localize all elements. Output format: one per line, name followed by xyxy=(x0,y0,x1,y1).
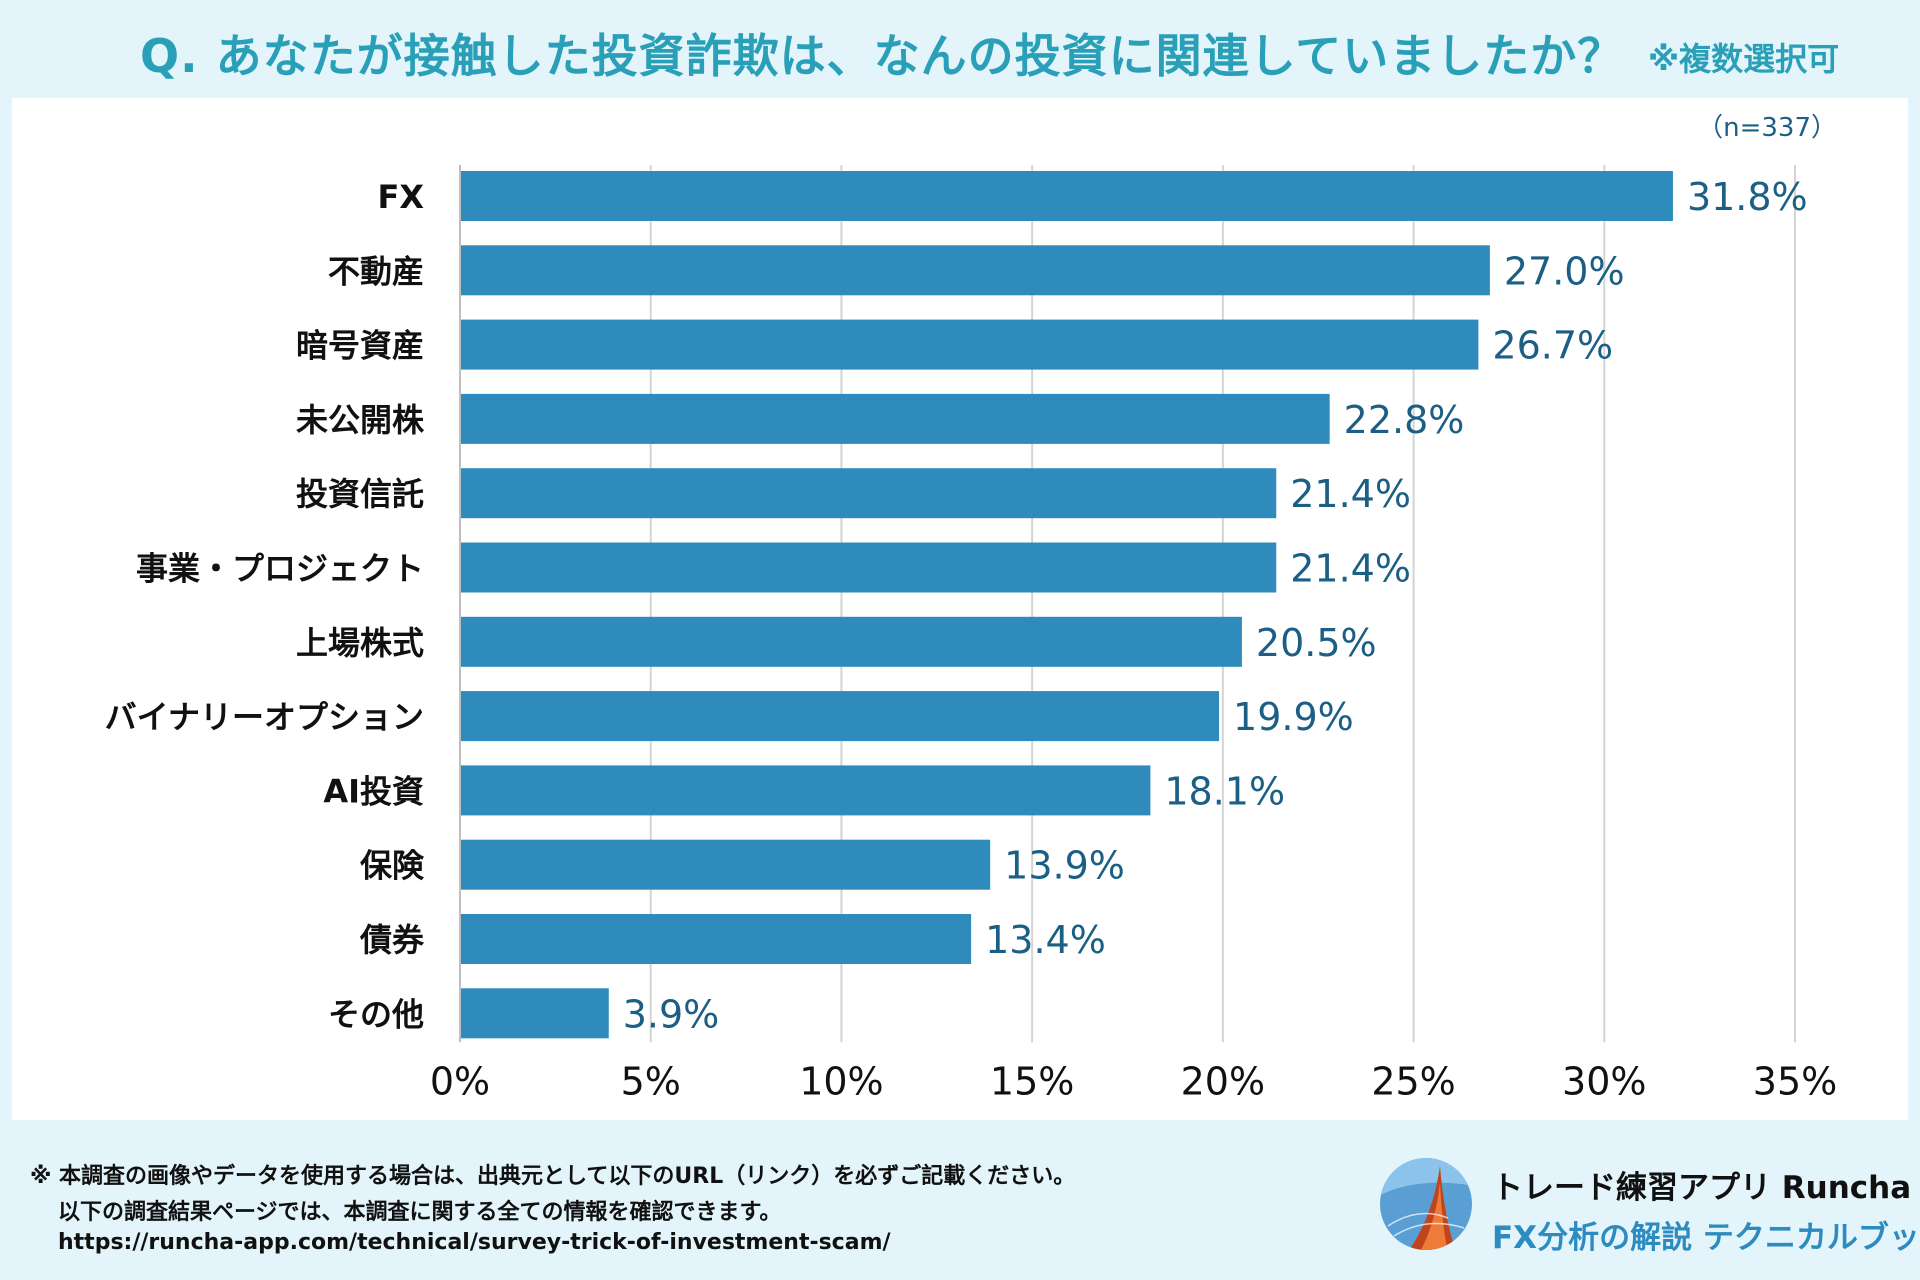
brand-subtitle: FX分析の解説 テクニカルブック xyxy=(1492,1220,1920,1256)
category-label: AI投資 xyxy=(323,772,424,810)
value-label: 18.1% xyxy=(1164,769,1285,813)
bar-5 xyxy=(460,468,1277,519)
bar-7 xyxy=(460,616,1242,667)
x-tick-label: 20% xyxy=(1181,1059,1265,1103)
category-label: 未公開株 xyxy=(296,401,425,439)
value-label: 22.8% xyxy=(1344,398,1465,442)
x-tick-label: 35% xyxy=(1753,1059,1837,1103)
bar-8 xyxy=(460,691,1220,742)
multi-select-note: ※複数選択可 xyxy=(1648,40,1840,78)
bar-10 xyxy=(460,839,991,890)
source-url-link[interactable]: https://runcha-app.com/technical/survey-… xyxy=(58,1230,891,1255)
bar-4 xyxy=(460,393,1330,444)
bar-12 xyxy=(460,988,609,1039)
category-label: バイナリーオプション xyxy=(105,698,424,736)
value-label: 3.9% xyxy=(623,992,720,1036)
category-label: その他 xyxy=(328,995,424,1033)
category-label: 保険 xyxy=(360,847,425,885)
bar-6 xyxy=(460,542,1277,593)
bar-1 xyxy=(460,171,1673,221)
value-label: 13.4% xyxy=(985,918,1106,962)
value-label: 20.5% xyxy=(1256,621,1377,665)
x-tick-label: 0% xyxy=(430,1059,490,1103)
bar-9 xyxy=(460,765,1151,816)
header: Q. あなたが接触した投資詐欺は、なんの投資に関連していましたか？ ※複数選択可 xyxy=(0,0,1920,98)
category-label: 上場株式 xyxy=(296,624,424,662)
category-label: FX xyxy=(377,178,424,216)
value-label: 26.7% xyxy=(1492,324,1613,368)
x-tick-label: 5% xyxy=(621,1059,681,1103)
runcha-logo-icon xyxy=(1378,1156,1474,1252)
category-label: 暗号資産 xyxy=(296,327,424,365)
x-tick-label: 15% xyxy=(990,1059,1074,1103)
category-label: 不動産 xyxy=(328,252,424,290)
footer: ※ 本調査の画像やデータを使用する場合は、出典元として以下のURL（リンク）を必… xyxy=(0,1120,1920,1280)
sample-size-label: （n=337） xyxy=(1697,113,1837,143)
brand-title: トレード練習アプリ Runcha xyxy=(1492,1170,1912,1206)
value-label: 31.8% xyxy=(1687,175,1808,219)
results-notice: 以下の調査結果ページでは、本調査に関する全ての情報を確認できます。 xyxy=(58,1200,782,1225)
bar-3 xyxy=(460,319,1479,370)
category-label: 投資信託 xyxy=(296,475,424,513)
x-tick-label: 10% xyxy=(799,1059,883,1103)
bar-chart: FX 31.8% 不動産 27.0% 暗号資産 26.7% 未公開株 22.8% 投資信託 21.… xyxy=(105,113,1838,1103)
value-label: 21.4% xyxy=(1290,547,1411,591)
bar-2 xyxy=(460,245,1490,296)
value-label: 19.9% xyxy=(1233,695,1354,739)
bar-11 xyxy=(460,914,972,964)
category-label: 債券 xyxy=(359,921,425,959)
value-label: 27.0% xyxy=(1504,249,1625,293)
chart-panel: FX 31.8% 不動産 27.0% 暗号資産 26.7% 未公開株 22.8% 投資信託 21.… xyxy=(12,98,1908,1120)
usage-notice: ※ 本調査の画像やデータを使用する場合は、出典元として以下のURL（リンク）を必… xyxy=(30,1164,1076,1189)
x-tick-label: 25% xyxy=(1371,1059,1455,1103)
question-title: Q. あなたが接触した投資詐欺は、なんの投資に関連していましたか？ xyxy=(140,29,1625,83)
value-label: 13.9% xyxy=(1004,844,1125,888)
category-label: 事業・プロジェクト xyxy=(136,550,424,588)
value-label: 21.4% xyxy=(1290,472,1411,516)
x-tick-label: 30% xyxy=(1562,1059,1646,1103)
